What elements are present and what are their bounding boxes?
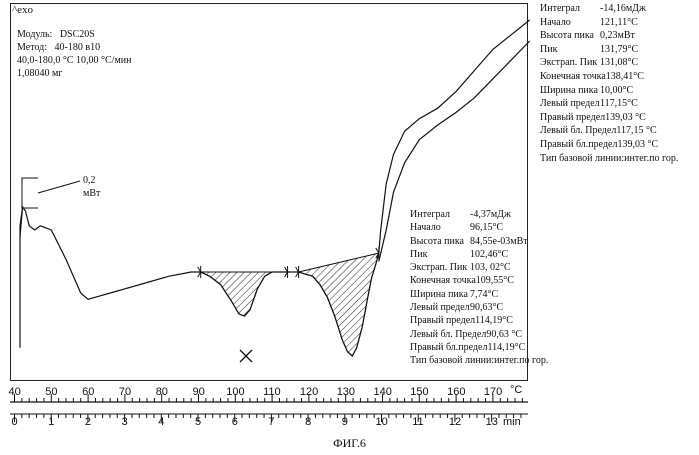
figure-caption: ФИГ.6 <box>0 436 699 451</box>
dsc-curve-1 <box>20 20 530 356</box>
temp-tick-label: 50 <box>45 386 57 398</box>
time-tick-label: 4 <box>158 416 164 428</box>
temp-tick-label: 120 <box>300 386 318 398</box>
scale-bar-leader <box>38 181 80 193</box>
temp-tick-label: 60 <box>82 386 94 398</box>
time-tick-label: 7 <box>268 416 274 428</box>
time-unit-label: min <box>503 416 521 428</box>
temp-tick-label: 90 <box>193 386 205 398</box>
temp-tick-label: 80 <box>156 386 168 398</box>
temp-tick-label: 70 <box>119 386 131 398</box>
dsc-curve-2 <box>379 41 530 262</box>
time-tick-label: 13 <box>486 416 498 428</box>
temp-tick-label: 170 <box>484 386 502 398</box>
scale-bar-bracket <box>22 178 38 208</box>
time-tick-label: 6 <box>232 416 238 428</box>
temp-tick-label: 130 <box>337 386 355 398</box>
temp-tick-label: 110 <box>263 386 281 398</box>
temp-tick-label: 140 <box>374 386 392 398</box>
temp-tick-label: 160 <box>447 386 465 398</box>
time-tick-label: 8 <box>305 416 311 428</box>
cross-marker <box>240 350 252 362</box>
time-tick-label: 2 <box>85 416 91 428</box>
time-tick-label: 0 <box>12 416 18 428</box>
time-tick-label: 10 <box>376 416 388 428</box>
time-tick-label: 11 <box>412 416 423 428</box>
temp-unit-label: °C <box>510 384 522 396</box>
peak-area-1 <box>201 272 288 316</box>
temp-tick-label: 100 <box>226 386 244 398</box>
time-tick-label: 3 <box>122 416 128 428</box>
time-tick-label: 5 <box>195 416 201 428</box>
time-tick-label: 9 <box>342 416 348 428</box>
time-tick-label: 12 <box>449 416 461 428</box>
temp-tick-label: 150 <box>410 386 428 398</box>
temp-tick-label: 40 <box>9 386 21 398</box>
time-tick-label: 1 <box>48 416 54 428</box>
